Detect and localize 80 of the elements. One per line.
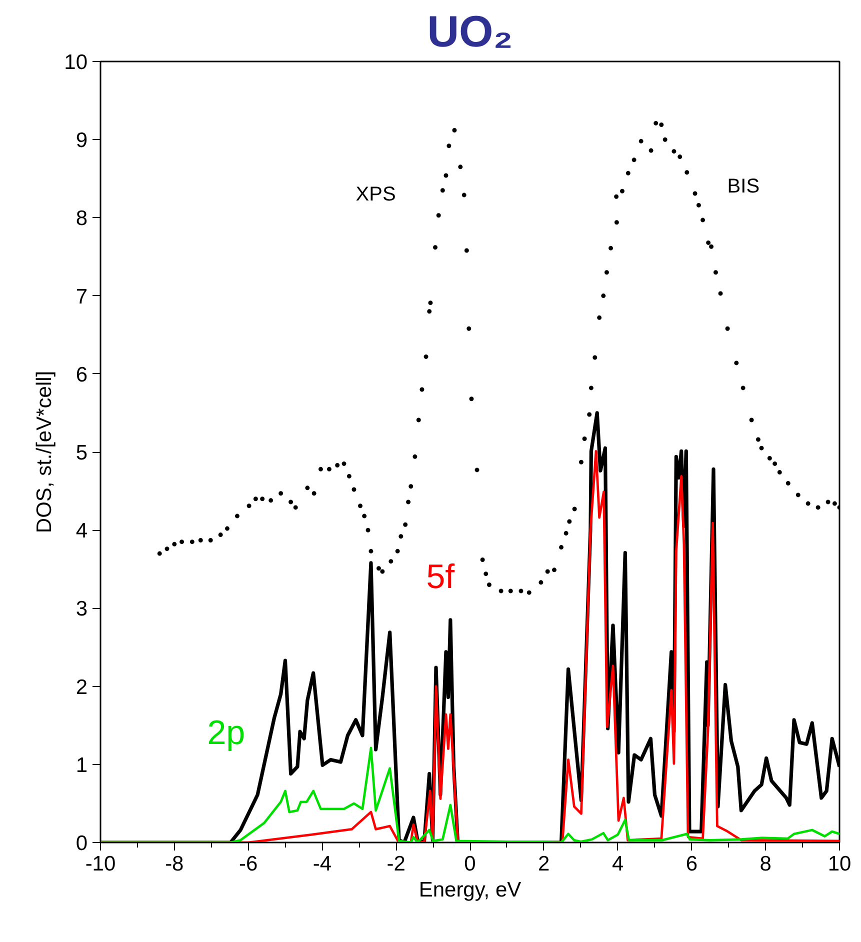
point [700,218,706,222]
x-tick-label: -2 [386,852,406,876]
point [604,270,609,275]
point [832,501,837,506]
point [816,505,820,510]
point [678,154,682,160]
point [608,246,614,250]
y-tick-label: 5 [76,442,88,464]
point [538,580,544,585]
point [564,530,568,536]
y-tick-label: 6 [76,363,88,386]
point [796,492,800,498]
x-tick-label: 6 [686,852,698,876]
point [587,412,592,417]
point [749,418,754,422]
point [777,470,782,475]
point [806,501,810,506]
point [632,158,636,162]
x-tick-label: 4 [612,852,624,876]
y-tick-label: 4 [76,520,88,543]
point [696,202,701,208]
x-tick-label: 10 [828,852,852,876]
series-label: BIS [727,175,760,198]
point [582,436,587,441]
point [662,137,668,142]
text: 5f [426,558,456,596]
point [672,149,676,154]
point [713,270,718,275]
point [620,188,624,194]
chart-title: UO₂ [427,8,513,56]
y-tick-label: 0 [76,832,88,855]
y-tick-label: 1 [76,754,88,777]
point [559,545,564,550]
point [826,500,830,504]
y-axis-title: DOS, st./[eV*cell] [33,370,56,534]
point [709,244,714,249]
point [706,240,711,245]
point [597,315,602,320]
point [772,461,778,466]
point [684,170,690,175]
y-tick-label: 10 [64,51,88,74]
point [626,170,630,176]
y-tick-label: 8 [76,207,88,230]
point [740,386,746,390]
y-tick-label: 7 [76,285,88,308]
point [601,294,606,298]
point [567,519,572,524]
point [588,386,594,390]
y-tick-label: 9 [76,129,88,152]
x-tick-label: -8 [165,852,184,876]
point [767,456,772,460]
point [592,355,598,360]
point [614,220,619,225]
point [734,360,739,366]
point [692,191,698,196]
point [725,326,730,331]
x-tick-label: 2 [538,852,550,876]
text: XPS [356,183,396,206]
point [648,148,654,153]
x-tick-label: -10 [85,852,116,876]
point [659,122,664,128]
x-tick-label: 8 [760,852,772,876]
point [552,568,556,572]
y-tick-label: 2 [76,676,88,699]
point [545,569,550,574]
point [756,437,760,442]
point [718,291,723,296]
point [654,120,658,126]
y-tick-label: 3 [76,598,88,621]
point [614,194,619,199]
x-tick-label: 0 [464,852,476,876]
point [786,480,790,486]
point [638,138,644,144]
x-tick-label: -6 [238,852,258,876]
series-label: 2p [207,714,246,752]
point [572,506,577,512]
x-axis-title: Energy, eV [418,878,522,902]
point [759,446,764,450]
x-tick-label: -4 [312,852,332,876]
point [578,460,584,464]
